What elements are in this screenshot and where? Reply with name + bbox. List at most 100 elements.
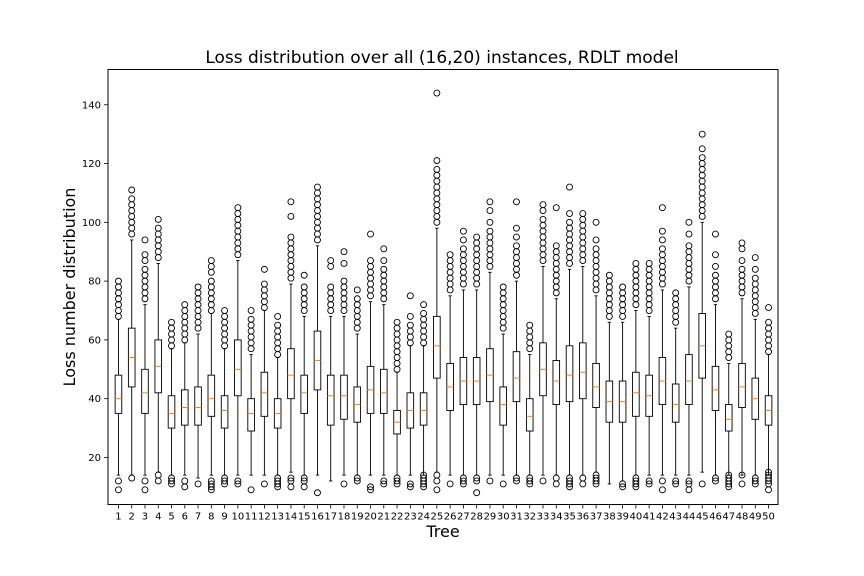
outlier-point	[128, 474, 136, 482]
outlier-point	[367, 268, 374, 276]
outlier-point	[340, 295, 348, 303]
outlier-point	[300, 295, 308, 303]
outlier-point	[486, 477, 494, 485]
outlier-point	[605, 295, 613, 303]
outlier-point	[168, 477, 175, 485]
outlier-point	[513, 260, 520, 267]
outlier-point	[287, 239, 295, 247]
outlier-point	[552, 283, 560, 291]
outlier-point	[393, 330, 401, 338]
outlier-point	[605, 277, 613, 285]
outlier-point	[619, 480, 627, 488]
outlier-point	[473, 280, 481, 288]
outlier-point	[154, 236, 162, 244]
outlier-point	[367, 292, 374, 300]
box-tree-31	[512, 198, 521, 485]
box-tree-24	[419, 301, 428, 491]
outlier-point	[274, 351, 282, 359]
outlier-point	[221, 318, 229, 326]
iqr-box	[287, 348, 295, 400]
outlier-point	[592, 286, 600, 294]
outlier-point	[353, 474, 361, 482]
outlier-point	[221, 324, 229, 332]
outlier-point	[128, 230, 136, 238]
outlier-point	[433, 486, 441, 494]
outlier-point	[367, 274, 374, 282]
outlier-point	[751, 286, 759, 294]
x-tick-label: 12	[258, 512, 271, 523]
outlier-point	[513, 474, 520, 482]
box-tree-5	[167, 318, 176, 488]
outlier-point	[393, 359, 401, 367]
outlier-point	[274, 345, 282, 353]
outlier-point	[367, 483, 374, 491]
outlier-point	[738, 283, 746, 291]
outlier-point	[592, 236, 600, 244]
iqr-box	[234, 339, 242, 397]
box-tree-44	[685, 218, 693, 494]
outlier-point	[513, 198, 520, 206]
outlier-point	[579, 251, 587, 259]
outlier-point	[446, 280, 454, 288]
x-tick-label: 47	[722, 512, 735, 523]
x-tick-label: 21	[377, 512, 390, 523]
outlier-point	[327, 257, 335, 264]
outlier-point	[287, 268, 295, 276]
outlier-point	[221, 474, 229, 482]
outlier-point	[698, 213, 706, 220]
outlier-point	[207, 307, 215, 314]
outlier-point	[406, 312, 414, 320]
outlier-point	[141, 271, 149, 279]
outlier-point	[260, 286, 268, 294]
outlier-point	[738, 277, 746, 285]
outlier-point	[300, 307, 308, 314]
outlier-point	[207, 289, 215, 297]
outlier-point	[645, 260, 653, 267]
outlier-point	[433, 195, 441, 203]
outlier-point	[234, 221, 242, 229]
box-tree-1	[114, 277, 123, 494]
outlier-point	[168, 324, 175, 332]
iqr-box	[141, 368, 149, 414]
outlier-point	[274, 333, 282, 341]
outlier-point	[672, 477, 680, 485]
outlier-point	[539, 245, 547, 253]
outlier-point	[672, 289, 680, 297]
outlier-point	[393, 324, 401, 332]
outlier-point	[712, 262, 719, 270]
x-tick-label: 50	[762, 512, 775, 523]
outlier-point	[207, 477, 215, 485]
outlier-point	[765, 471, 772, 479]
outlier-point	[698, 201, 706, 209]
box-tree-30	[499, 283, 507, 488]
outlier-point	[605, 283, 613, 291]
outlier-point	[539, 215, 547, 223]
outlier-point	[154, 215, 162, 223]
outlier-point	[420, 471, 428, 479]
outlier-point	[247, 486, 255, 494]
outlier-point	[234, 477, 242, 485]
x-tick-label: 8	[208, 512, 214, 523]
outlier-point	[751, 304, 759, 312]
outlier-point	[579, 480, 587, 488]
outlier-point	[459, 474, 467, 482]
outlier-point	[725, 348, 733, 356]
outlier-point	[566, 474, 573, 482]
outlier-point	[645, 307, 653, 314]
outlier-point	[234, 251, 242, 259]
outlier-point	[473, 477, 481, 485]
outlier-point	[234, 245, 242, 253]
outlier-point	[698, 480, 706, 488]
outlier-point	[486, 239, 494, 247]
outlier-point	[513, 242, 520, 250]
outlier-point	[433, 157, 441, 165]
outlier-point	[658, 274, 666, 282]
outlier-point	[141, 257, 149, 264]
outlier-point	[327, 283, 335, 291]
x-tick-label: 22	[391, 512, 404, 523]
x-tick-label: 38	[603, 512, 616, 523]
outlier-point	[499, 301, 507, 309]
outlier-point	[115, 295, 122, 303]
outlier-point	[327, 307, 335, 314]
outlier-point	[221, 342, 229, 350]
